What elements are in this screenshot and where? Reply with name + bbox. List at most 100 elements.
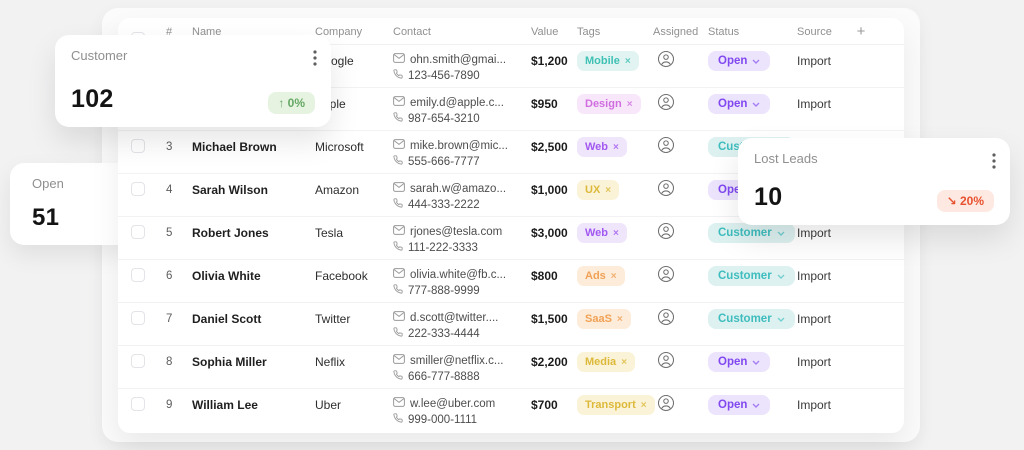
user-circle-icon[interactable] [657, 308, 675, 329]
add-column-button[interactable]: + [856, 23, 866, 40]
row-checkbox[interactable] [131, 354, 145, 368]
kebab-menu-icon[interactable] [990, 151, 998, 176]
tag-remove-icon[interactable]: × [613, 227, 619, 239]
lead-contact: emily.d@apple.c... 987-654-3210 [393, 88, 531, 125]
lead-value: $1,200 [531, 54, 568, 68]
status-dropdown[interactable]: Open [708, 395, 771, 415]
tag-pill[interactable]: Ads × [577, 266, 625, 286]
user-circle-icon[interactable] [657, 179, 675, 200]
lead-value: $800 [531, 269, 558, 283]
envelope-icon [393, 354, 405, 367]
tag-label: Ads [585, 270, 606, 282]
tag-label: Media [585, 356, 617, 368]
column-header-source: Source [797, 26, 832, 38]
user-circle-icon[interactable] [657, 222, 675, 243]
lead-contact: w.lee@uber.com 999-000-1111 [393, 389, 531, 426]
phone-icon [393, 284, 403, 297]
phone-icon [393, 112, 403, 125]
envelope-icon [393, 225, 405, 238]
lead-name: Robert Jones [192, 226, 269, 240]
envelope-icon [393, 268, 405, 281]
column-header-tags: Tags [577, 26, 601, 38]
lead-phone: 666-777-8888 [408, 370, 480, 383]
status-dropdown[interactable]: Open [708, 51, 771, 71]
status-dropdown[interactable]: Customer [708, 266, 795, 286]
row-number: 4 [166, 184, 173, 196]
table-row: 9 William Lee Uber w.lee@uber.com 999-00… [118, 389, 904, 432]
lead-name: Daniel Scott [192, 312, 262, 326]
tag-pill[interactable]: SaaS × [577, 309, 631, 329]
user-circle-icon[interactable] [657, 50, 675, 71]
tag-pill[interactable]: Media × [577, 352, 636, 372]
table-row: 5 Robert Jones Tesla rjones@tesla.com 11… [118, 217, 904, 260]
row-checkbox[interactable] [131, 225, 145, 239]
phone-icon [393, 413, 403, 426]
tag-label: Web [585, 141, 609, 153]
tag-pill[interactable]: Design × [577, 94, 641, 114]
tag-remove-icon[interactable]: × [610, 270, 617, 282]
tag-label: UX [585, 184, 601, 196]
tag-pill[interactable]: Mobile × [577, 51, 639, 71]
lead-name: Michael Brown [192, 140, 277, 154]
lead-company: Twitter [315, 312, 351, 326]
status-dropdown[interactable]: Open [708, 94, 771, 114]
tag-pill[interactable]: UX × [577, 180, 620, 200]
customer-delta-badge: ↑ 0% [268, 92, 315, 114]
lead-phone: 777-888-9999 [408, 284, 480, 297]
lead-phone: 222-333-4444 [408, 327, 480, 340]
phone-icon [393, 198, 403, 211]
envelope-icon [393, 182, 405, 195]
lead-source: Import [797, 398, 832, 412]
tag-pill[interactable]: Web × [577, 137, 627, 157]
row-checkbox[interactable] [131, 311, 145, 325]
envelope-icon [393, 139, 405, 152]
lead-email: w.lee@uber.com [410, 397, 496, 410]
user-circle-icon[interactable] [657, 93, 675, 114]
status-dropdown[interactable]: Customer [708, 309, 795, 329]
row-checkbox[interactable] [131, 139, 145, 153]
customer-stat-card: Customer 102 ↑ 0% [55, 35, 331, 127]
status-label: Customer [718, 227, 772, 239]
tag-label: SaaS [585, 313, 612, 325]
lead-value: $1,000 [531, 183, 568, 197]
tag-remove-icon[interactable]: × [624, 55, 631, 67]
customer-card-title: Customer [71, 48, 128, 63]
lead-phone: 123-456-7890 [408, 69, 480, 82]
user-circle-icon[interactable] [657, 265, 675, 286]
row-checkbox[interactable] [131, 182, 145, 196]
lead-source: Import [797, 97, 832, 111]
lead-name: Olivia White [192, 269, 261, 283]
row-checkbox[interactable] [131, 268, 145, 282]
kebab-menu-icon[interactable] [311, 48, 319, 73]
tag-pill[interactable]: Web × [577, 223, 627, 243]
user-circle-icon[interactable] [657, 394, 675, 415]
user-circle-icon[interactable] [657, 351, 675, 372]
envelope-icon [393, 397, 405, 410]
tag-remove-icon[interactable]: × [616, 313, 623, 325]
tag-remove-icon[interactable]: × [605, 184, 612, 196]
phone-icon [393, 69, 403, 82]
tag-label: Transport [585, 399, 636, 411]
lead-source: Import [797, 269, 832, 283]
chevron-down-icon [752, 399, 760, 411]
lead-source: Import [797, 312, 832, 326]
chevron-down-icon [752, 98, 760, 110]
table-row: 6 Olivia White Facebook olivia.white@fb.… [118, 260, 904, 303]
lead-source: Import [797, 54, 832, 68]
tag-remove-icon[interactable]: × [626, 98, 633, 110]
lost-leads-card-value: 10 [754, 183, 783, 211]
lead-company: Neflix [315, 355, 346, 369]
tag-remove-icon[interactable]: × [640, 399, 647, 411]
status-dropdown[interactable]: Open [708, 352, 771, 372]
status-dropdown[interactable]: Customer [708, 223, 795, 243]
envelope-icon [393, 311, 405, 324]
tag-pill[interactable]: Transport × [577, 395, 655, 415]
user-circle-icon[interactable] [657, 136, 675, 157]
lead-name: William Lee [192, 398, 258, 412]
chevron-down-icon [752, 356, 760, 368]
row-checkbox[interactable] [131, 397, 145, 411]
status-label: Open [718, 55, 748, 67]
tag-remove-icon[interactable]: × [621, 356, 628, 368]
tag-remove-icon[interactable]: × [613, 141, 619, 153]
row-number: 7 [166, 313, 173, 325]
